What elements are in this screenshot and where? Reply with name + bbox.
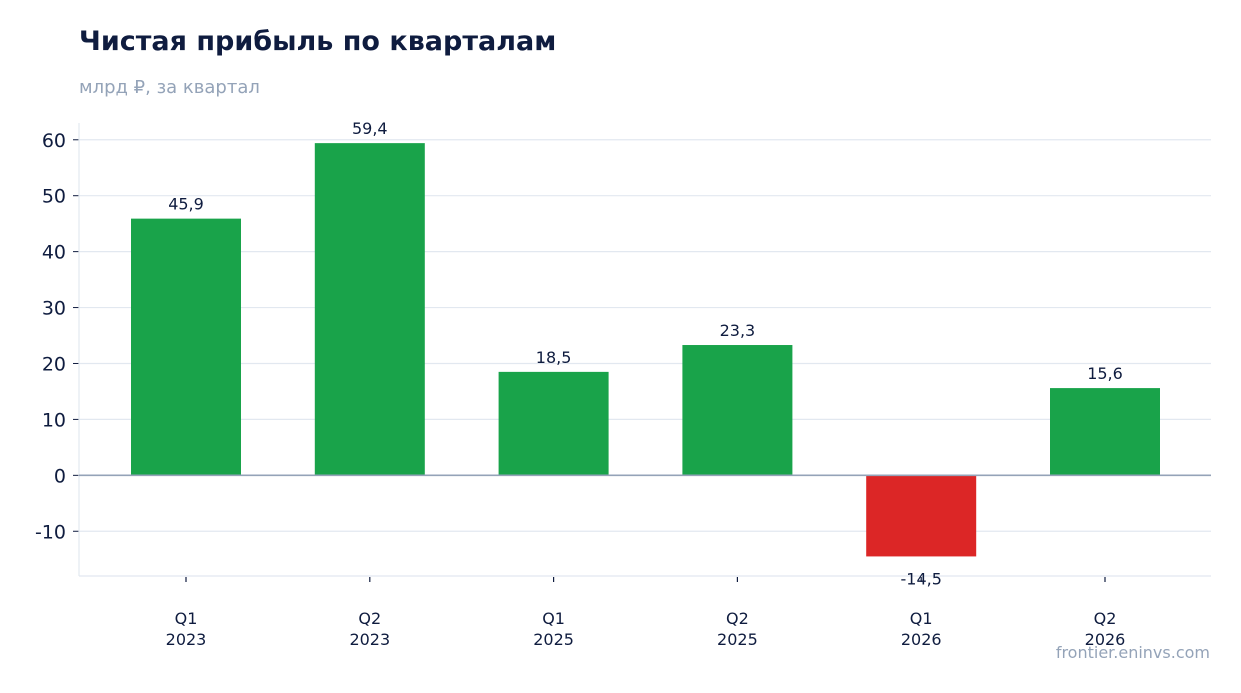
bar	[682, 345, 793, 476]
x-tick-label: Q2 2025	[717, 609, 758, 649]
x-tick-label: Q2 2026	[1085, 609, 1126, 649]
x-tick-label: Q1 2025	[533, 609, 574, 649]
bar	[131, 218, 241, 476]
x-tick-label: Q1 2023	[166, 609, 207, 649]
x-tick-label: Q1 2026	[901, 609, 942, 649]
y-tick-label: -10	[35, 521, 66, 543]
x-tick-label: Q2 2023	[349, 609, 390, 649]
data-label: 18,5	[536, 348, 572, 367]
y-tick-label: 0	[54, 465, 66, 487]
chart-subtitle: млрд ₽, за квартал	[79, 77, 260, 98]
y-tick-label: 60	[42, 130, 66, 152]
data-label: 59,4	[352, 119, 388, 138]
chart-title: Чистая прибыль по кварталам	[79, 26, 557, 57]
y-tick-label: 30	[42, 298, 66, 320]
data-label: 23,3	[720, 321, 756, 340]
watermark: frontier.eninvs.com	[1055, 643, 1210, 662]
y-tick-label: 20	[42, 353, 66, 375]
bar	[314, 143, 425, 476]
y-tick-label: 40	[42, 242, 66, 264]
data-label: 15,6	[1087, 364, 1123, 383]
data-label: 45,9	[168, 195, 204, 214]
y-tick-label: 50	[42, 186, 66, 208]
bar	[1050, 388, 1160, 476]
y-tick-label: 10	[42, 409, 66, 431]
bar	[498, 371, 609, 476]
bar	[866, 475, 977, 557]
